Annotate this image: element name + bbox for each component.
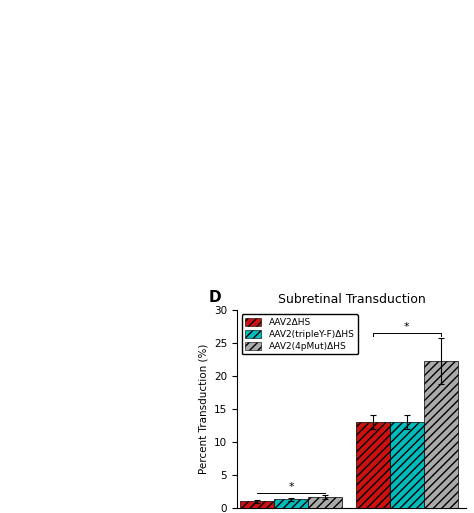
Bar: [274, 499, 308, 508]
Text: D: D: [209, 290, 221, 305]
Bar: [424, 361, 457, 508]
Text: *: *: [289, 482, 294, 492]
Bar: [240, 501, 274, 508]
Bar: [308, 497, 342, 508]
Bar: [356, 422, 390, 508]
Legend: AAV2ΔHS, AAV2(tripleY-F)ΔHS, AAV2(4pMut)ΔHS: AAV2ΔHS, AAV2(tripleY-F)ΔHS, AAV2(4pMut)…: [242, 314, 358, 354]
Text: *: *: [404, 322, 410, 332]
Bar: [390, 422, 424, 508]
Y-axis label: Percent Transduction (%): Percent Transduction (%): [199, 344, 209, 474]
Title: Subretinal Transduction: Subretinal Transduction: [278, 293, 425, 306]
